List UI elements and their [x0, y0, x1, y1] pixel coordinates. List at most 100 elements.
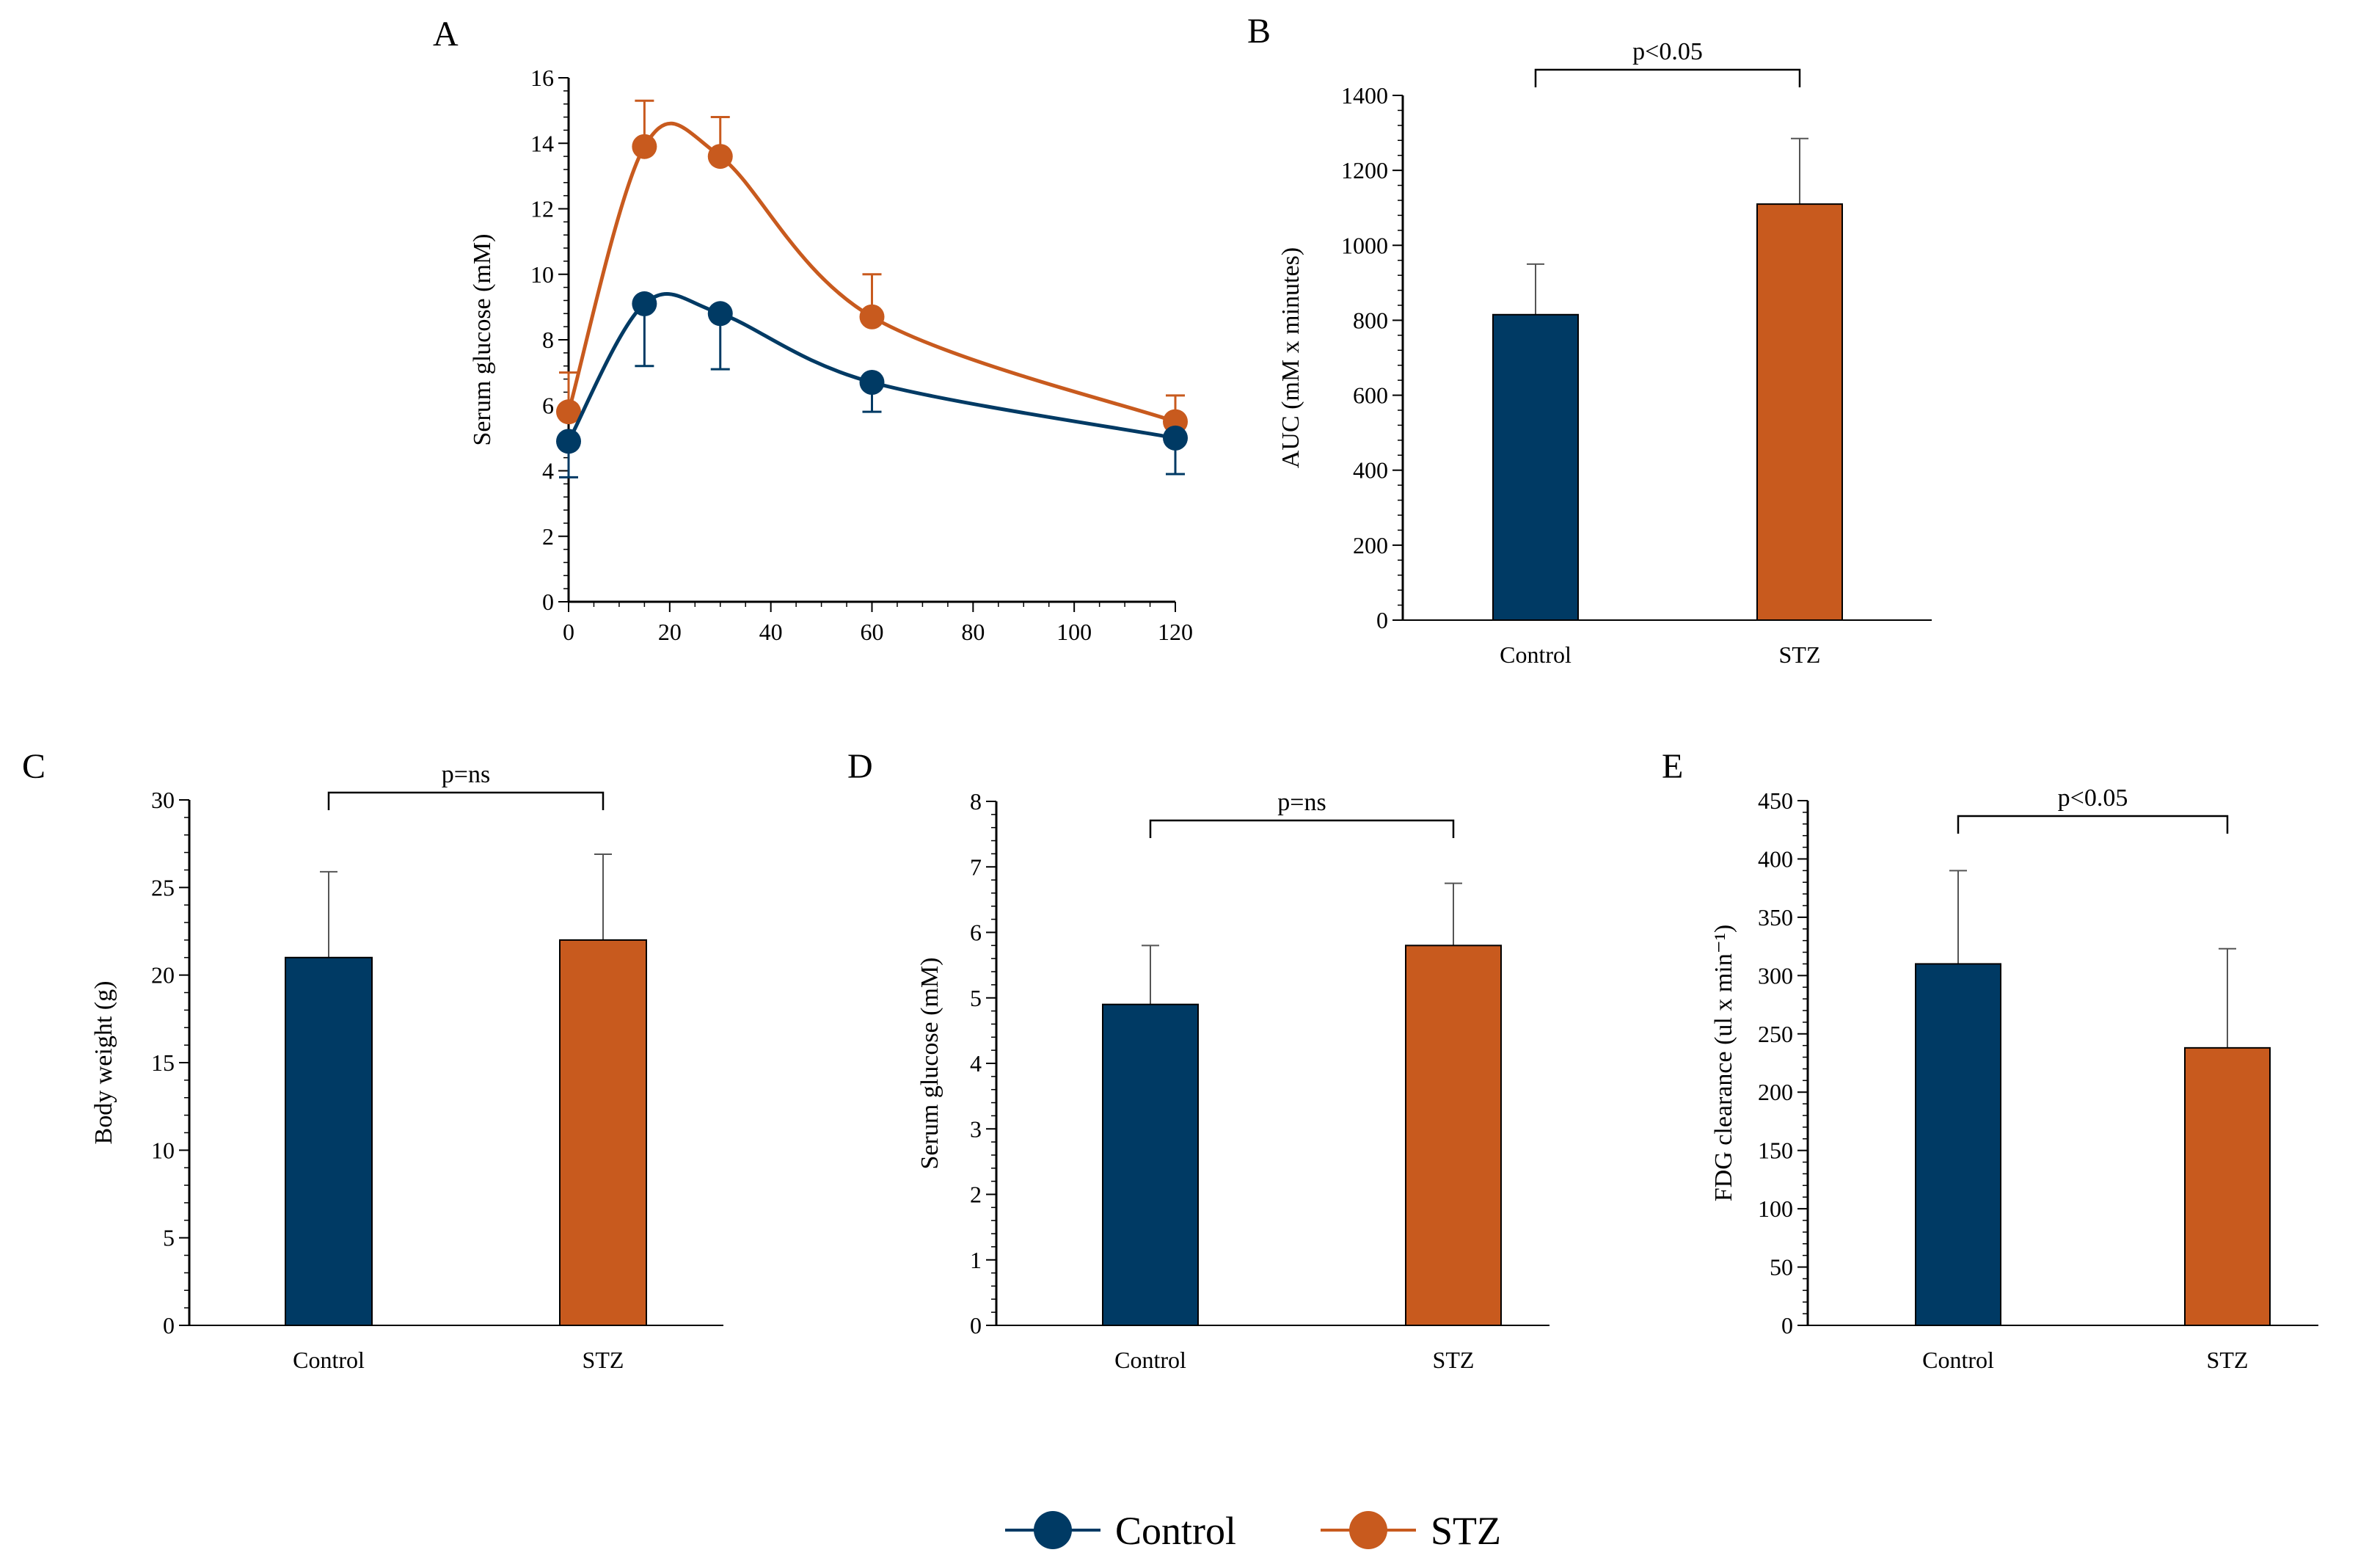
panel-a-y-tick-label: 2 — [542, 523, 554, 550]
panel-b-y-axis-label: AUC (mM x minutes) — [1277, 247, 1304, 468]
panel-c-y-tick-label: 0 — [163, 1312, 175, 1339]
panel-a-y-tick-label: 12 — [530, 196, 554, 222]
panel-a-y-tick-label: 4 — [542, 458, 554, 484]
panel-e-significance-label: p<0.05 — [2058, 785, 2128, 812]
panel-a-stz-line — [566, 121, 1176, 423]
panel-b-panel-letter: B — [1247, 12, 1271, 51]
panel-d-y-tick-label: 3 — [970, 1115, 982, 1142]
panel-a-control-point — [632, 291, 657, 316]
panel-a-stz-point — [556, 399, 581, 425]
panel-d-y-tick-label: 4 — [970, 1050, 982, 1077]
panel-a-y-axis-label: Serum glucose (mM) — [469, 234, 496, 446]
panel-b-y-tick-label: 800 — [1353, 307, 1388, 333]
panel-c-y-tick-label: 15 — [151, 1049, 175, 1076]
panel-a-y-tick-label: 10 — [530, 261, 554, 288]
panel-d-stz-category-label: STZ — [1433, 1347, 1475, 1373]
panel-e-y-tick-label: 0 — [1781, 1312, 1793, 1339]
panel-b-y-tick-label: 1200 — [1341, 157, 1388, 183]
panel-c-control-category-label: Control — [293, 1347, 365, 1373]
panel-e-stz-bar — [2184, 1046, 2271, 1327]
panel-b-y-tick-label: 0 — [1376, 607, 1388, 633]
panel-d-significance-bracket — [1149, 819, 1455, 838]
panel-d-y-tick-label: 8 — [970, 788, 982, 815]
panel-c-y-axis-label: Body weight (g) — [90, 981, 117, 1145]
legend-control-marker — [1034, 1511, 1072, 1549]
panel-a-panel-letter: A — [433, 15, 459, 54]
panel-e-control-category-label: Control — [1922, 1347, 1994, 1373]
legend-control-label: Control — [1115, 1509, 1236, 1553]
legend: Control STZ — [1005, 1509, 1501, 1553]
panel-a-control-point — [556, 429, 581, 454]
panel-c-significance-label: p=ns — [442, 761, 490, 788]
panel-e-y-tick-label: 400 — [1758, 845, 1793, 872]
panel-b-y-tick-label: 1400 — [1341, 82, 1388, 109]
panel-c-y-tick-label: 20 — [151, 962, 175, 989]
panel-e-y-tick-label: 450 — [1758, 787, 1793, 814]
panel-d-y-axis-label: Serum glucose (mM) — [916, 958, 943, 1170]
panel-e-control-bar — [1915, 963, 2001, 1326]
panel-b-significance-label: p<0.05 — [1632, 38, 1703, 65]
panel-d-y-tick-label: 1 — [970, 1247, 982, 1273]
panel-d-panel-letter: D — [847, 747, 873, 786]
panel-b-y-tick-label: 600 — [1353, 382, 1388, 409]
legend-stz-label: STZ — [1431, 1509, 1501, 1553]
panel-a-stz-point — [707, 144, 733, 170]
panel-a-control-point — [707, 301, 733, 327]
panel-a-y-tick-label: 0 — [542, 589, 554, 615]
panel-a-x-tick-label: 40 — [759, 619, 783, 645]
panel-d-y-tick-label: 7 — [970, 853, 982, 880]
panel-c-control-bar — [285, 956, 373, 1327]
panel-d-y-tick-label: 2 — [970, 1182, 982, 1208]
panel-a-control-point — [859, 370, 885, 396]
panel-d-control-bar — [1102, 1003, 1199, 1327]
panel-b-y-tick-label: 1000 — [1341, 232, 1388, 258]
panel-d-y-tick-label: 5 — [970, 985, 982, 1011]
panel-d-control-category-label: Control — [1114, 1347, 1186, 1373]
panel-e-significance-bracket — [1957, 815, 2229, 834]
panel-c-y-tick-label: 25 — [151, 874, 175, 900]
panel-e: 0 50 100 150 200 250 300 350 400 450 FDG clearance… — [1662, 747, 2318, 1373]
panel-b-stz-category-label: STZ — [1779, 641, 1821, 668]
panel-a-stz-point — [632, 134, 657, 159]
panel-b-stz-bar — [1756, 203, 1843, 622]
panel-e-panel-letter: E — [1662, 747, 1683, 786]
panel-b-significance-bracket — [1534, 68, 1801, 87]
panel-d-significance-label: p=ns — [1277, 789, 1326, 816]
panel-b-y-tick-label: 200 — [1353, 532, 1388, 558]
panel-a-stz-point — [859, 304, 885, 330]
panel-e-y-tick-label: 150 — [1758, 1137, 1793, 1164]
panel-a-x-tick-label: 80 — [961, 619, 985, 645]
panel-b: 0 200 400 600 800 1000 1200 1400 AUC (mM x minut… — [1247, 12, 1932, 668]
panel-d-stz-bar — [1405, 944, 1502, 1326]
panel-a-x-tick-label: 20 — [658, 619, 682, 645]
panel-c-y-tick-label: 5 — [163, 1225, 175, 1251]
panel-b-control-bar — [1492, 313, 1579, 621]
panel-e-y-tick-label: 200 — [1758, 1079, 1793, 1105]
panel-e-y-tick-label: 100 — [1758, 1195, 1793, 1222]
panel-b-control-category-label: Control — [1500, 641, 1572, 668]
panel-a-y-tick-label: 6 — [542, 392, 554, 418]
panel-a: 0 2 4 6 8 10 12 14 16 Serum glucose (mM) A 0 20 40 60 8… — [433, 15, 1193, 645]
panel-c-stz-category-label: STZ — [583, 1347, 624, 1373]
legend-stz-marker — [1349, 1511, 1387, 1549]
panel-a-x-tick-label: 0 — [563, 619, 574, 645]
panel-e-y-tick-label: 300 — [1758, 962, 1793, 989]
panel-a-y-tick-label: 14 — [530, 130, 554, 156]
panel-d-y-tick-label: 6 — [970, 920, 982, 946]
panel-a-y-tick-label: 8 — [542, 327, 554, 353]
panel-c-y-tick-label: 10 — [151, 1137, 175, 1163]
panel-d-y-tick-label: 0 — [970, 1312, 982, 1339]
panel-e-y-tick-label: 50 — [1770, 1254, 1793, 1281]
panel-c-panel-letter: C — [22, 747, 45, 786]
panel-c-stz-bar — [559, 939, 647, 1326]
panel-c: 0 5 10 15 20 25 30 Body weight (g) C Control STZ p=… — [22, 747, 723, 1373]
panel-e-y-axis-label: FDG clearance (ul x min⁻¹) — [1710, 925, 1737, 1201]
panel-e-y-tick-label: 250 — [1758, 1021, 1793, 1047]
panel-a-control-point — [1163, 425, 1188, 451]
panel-a-x-tick-label: 60 — [861, 619, 884, 645]
panel-e-y-tick-label: 350 — [1758, 904, 1793, 931]
panel-a-control-line — [566, 292, 1176, 443]
panel-e-stz-category-label: STZ — [2207, 1347, 2249, 1373]
